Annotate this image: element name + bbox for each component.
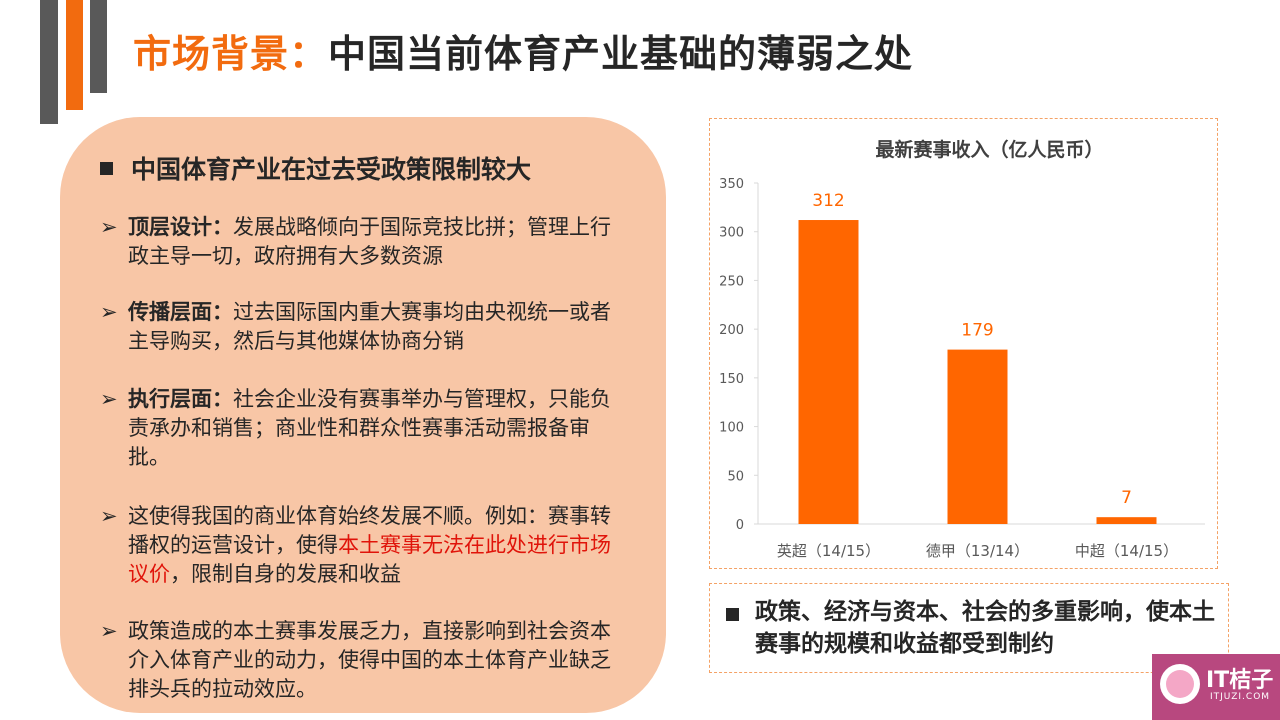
list-item: ➢ 传播层面：过去国际国内重大赛事均由央视统一或者主导购买，然后与其他媒体协商分…: [100, 298, 620, 356]
arrow-bullet-icon: ➢: [100, 504, 118, 528]
y-tick-label: 350: [719, 177, 744, 192]
decor-bar-orange: [66, 0, 83, 110]
item-text: 过去国际国内重大赛事均由央视统一或者主导购买，然后与其他媒体协商分销: [128, 300, 611, 353]
title-highlight: 市场背景：: [133, 32, 329, 76]
item-text: 政策造成的本土赛事发展乏力，直接影响到社会资本介入体育产业的动力，使得中国的本土…: [128, 619, 611, 701]
bar: [947, 349, 1008, 524]
y-tick-label: 250: [719, 274, 744, 289]
bar: [798, 220, 859, 524]
panel-heading-text: 中国体育产业在过去受政策限制较大: [131, 155, 532, 184]
x-tick-label: 中超（14/15）: [1075, 542, 1178, 560]
logo-sub: ITJUZI.COM: [1210, 692, 1271, 702]
logo-name: IT桔子: [1206, 668, 1274, 693]
chart-title: 最新赛事收入（亿人民币）: [875, 138, 1103, 161]
decor-bar-gray: [90, 0, 107, 93]
y-tick-label: 150: [719, 372, 744, 387]
chart-box: 最新赛事收入（亿人民币） 0 50 100 150 200 250 300 350 312 英超（1…: [709, 118, 1218, 569]
bar: [1096, 517, 1157, 524]
item-text: ，限制自身的发展和收益: [170, 562, 401, 586]
arrow-bullet-icon: ➢: [100, 300, 118, 324]
y-tick-label: 200: [719, 323, 744, 338]
arrow-bullet-icon: ➢: [100, 619, 118, 643]
note-text: 政策、经济与资本、社会的多重影响，使本土赛事的规模和收益都受到制约: [755, 599, 1215, 657]
arrow-bullet-icon: ➢: [100, 387, 118, 411]
data-label: 312: [812, 191, 844, 211]
page-title: 市场背景：中国当前体育产业基础的薄弱之处: [133, 26, 913, 82]
square-bullet-icon: [726, 608, 739, 621]
list-item: ➢ 执行层面：社会企业没有赛事举办与管理权，只能负责承办和销售；商业性和群众性赛…: [100, 385, 620, 472]
note-box: 政策、经济与资本、社会的多重影响，使本土赛事的规模和收益都受到制约: [709, 583, 1229, 673]
arrow-bullet-icon: ➢: [100, 215, 118, 239]
panel-heading: 中国体育产业在过去受政策限制较大: [100, 150, 531, 186]
data-label: 7: [1121, 488, 1132, 508]
left-panel: [60, 117, 666, 713]
orange-slice-icon: [1160, 664, 1200, 704]
item-text: 这使得我国的商业体育始终发展不顺。例如：赛事转播权的运营设计，使得: [128, 504, 611, 557]
data-label: 179: [961, 321, 993, 341]
square-bullet-icon: [100, 162, 113, 175]
item-bold-label: 传播层面：: [128, 300, 233, 324]
y-tick-label: 0: [736, 518, 744, 533]
item-text: 社会企业没有赛事举办与管理权，只能负责承办和销售；商业性和群众性赛事活动需报备审…: [128, 387, 611, 469]
itjuzi-logo: IT桔子 ITJUZI.COM: [1152, 654, 1280, 720]
y-tick-label: 50: [727, 469, 744, 484]
list-item: ➢ 政策造成的本土赛事发展乏力，直接影响到社会资本介入体育产业的动力，使得中国的…: [100, 617, 620, 704]
title-rest: 中国当前体育产业基础的薄弱之处: [328, 32, 914, 76]
item-text: 发展战略倾向于国际竞技比拼；管理上行政主导一切，政府拥有大多数资源: [128, 215, 611, 268]
list-item: ➢ 顶层设计：发展战略倾向于国际竞技比拼；管理上行政主导一切，政府拥有大多数资源: [100, 213, 620, 271]
y-tick-label: 300: [719, 226, 744, 241]
item-bold-label: 顶层设计：: [128, 215, 233, 239]
decor-bar-gray: [40, 0, 58, 124]
bar-chart: 最新赛事收入（亿人民币） 0 50 100 150 200 250 300 350 312 英超（1…: [719, 138, 1205, 560]
x-tick-label: 英超（14/15）: [777, 542, 880, 560]
item-highlight: 本土赛事无法在此处进行市场议价: [128, 533, 611, 586]
list-item: ➢ 这使得我国的商业体育始终发展不顺。例如：赛事转播权的运营设计，使得本土赛事无…: [100, 502, 620, 589]
y-tick-label: 100: [719, 421, 744, 436]
item-bold-label: 执行层面：: [128, 387, 233, 411]
x-tick-label: 德甲（13/14）: [926, 542, 1029, 560]
